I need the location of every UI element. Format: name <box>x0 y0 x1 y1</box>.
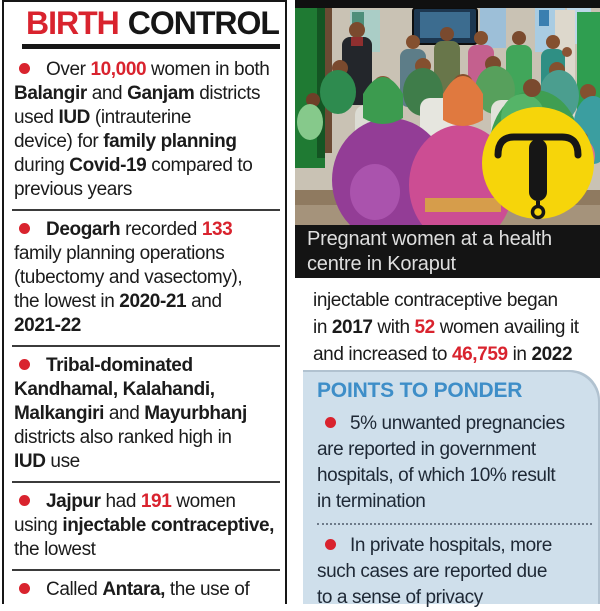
title-word-control: CONTROL <box>127 5 280 41</box>
divider <box>12 481 280 483</box>
bullet-dot <box>325 417 336 428</box>
health-centre-photo <box>295 0 600 245</box>
list-item: Tribal-dominated Kandhamal, Kalahandi, Mal… <box>12 354 280 474</box>
bullet-text: 5% unwanted pregnancies are reported in g… <box>317 413 565 512</box>
bullet-dot <box>19 495 30 506</box>
divider <box>12 345 280 347</box>
divider <box>12 569 280 571</box>
health-centre-photo-illustration <box>295 0 600 245</box>
list-item: Over 10,000 women in both Balangir and Ga… <box>12 58 280 202</box>
title-word-birth: BIRTH <box>26 5 120 41</box>
list-item: Jajpur had 191 women using injectable con… <box>12 490 280 562</box>
points-to-ponder-box: POINTS TO PONDER 5% unwanted pregnancies… <box>303 370 600 608</box>
bullet-text: Called Antara, the use of <box>46 579 250 600</box>
bullet-dot <box>19 223 30 234</box>
bullet-dot <box>19 63 30 74</box>
bullet-dot <box>325 539 336 550</box>
list-item: In private hospitals, more such cases are… <box>317 533 592 611</box>
list-item: Called Antara, the use of <box>12 578 280 602</box>
right-column: Pregnant women at a health centre in Kor… <box>295 0 600 608</box>
birth-control-panel: BIRTH CONTROL Over 10,000 women in both Ba… <box>2 0 287 604</box>
bullet-list: Over 10,000 women in both Balangir and Ga… <box>12 58 280 602</box>
photo-top-bar <box>295 0 600 8</box>
divider <box>12 209 280 211</box>
bullet-text: Tribal-dominated Kandhamal, Kalahandi, Mal… <box>14 355 247 472</box>
bullet-text: Jajpur had 191 women using injectable con… <box>14 491 275 560</box>
page-title: BIRTH CONTROL <box>12 4 280 42</box>
points-to-ponder-heading: POINTS TO PONDER <box>317 379 523 402</box>
dotted-divider <box>317 523 592 525</box>
iud-icon <box>482 107 594 220</box>
list-item: 5% unwanted pregnancies are reported in g… <box>317 411 592 515</box>
list-item: Deogarh recorded 133 family planning oper… <box>12 218 280 338</box>
bullet-dot <box>19 359 30 370</box>
bullet-text: Over 10,000 women in both Balangir and Ga… <box>14 59 270 200</box>
bullet-text: In private hospitals, more such cases are… <box>317 535 552 608</box>
photo-caption: Pregnant women at a health centre in Kor… <box>295 225 600 278</box>
bullet-text: Deogarh recorded 133 family planning oper… <box>14 219 243 336</box>
continuation-text: injectable contraceptive began in 2017 wi… <box>313 290 579 365</box>
bullet-dot <box>19 583 30 594</box>
title-underline <box>22 44 280 49</box>
